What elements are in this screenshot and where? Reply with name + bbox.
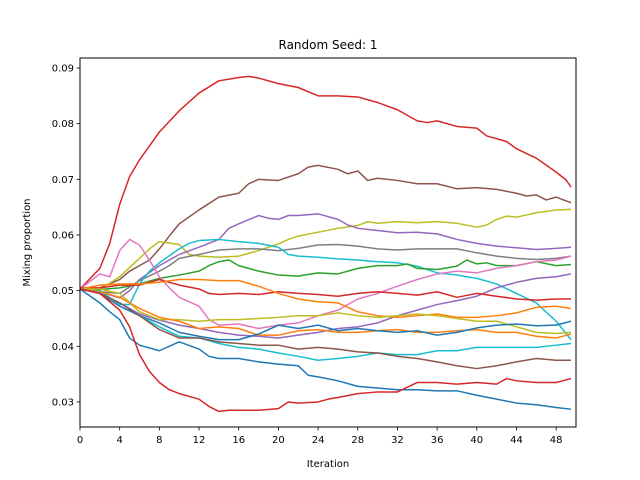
series-line-1 <box>79 75 572 290</box>
y-tick-label: 0.04 <box>52 342 74 353</box>
y-axis-title: Mixing proportion <box>22 198 33 286</box>
series-line-11 <box>79 278 572 319</box>
x-tick-label: 36 <box>431 435 444 446</box>
x-axis-ticks: 0 4 8 12 16 20 24 28 32 36 40 44 48 <box>77 427 563 446</box>
x-tick-label: 12 <box>193 435 206 446</box>
series-line-6 <box>79 238 572 341</box>
series-line-15 <box>79 288 572 361</box>
y-axis-ticks: 0.03 0.04 0.05 0.06 0.07 0.08 0.09 <box>52 64 80 408</box>
series-line-14 <box>79 288 572 341</box>
y-tick-label: 0.06 <box>52 230 74 241</box>
series-line-10 <box>80 278 572 301</box>
series-line-18 <box>79 288 572 413</box>
x-tick-label: 16 <box>232 435 245 446</box>
x-tick-label: 8 <box>156 435 162 446</box>
series-line-4 <box>79 213 572 299</box>
series-line-5 <box>79 243 572 295</box>
x-tick-label: 4 <box>116 435 122 446</box>
y-tick-label: 0.09 <box>52 64 74 75</box>
series-line-2 <box>79 164 572 290</box>
x-tick-label: 20 <box>272 435 285 446</box>
x-tick-label: 28 <box>351 435 364 446</box>
series-lines <box>79 75 572 413</box>
series-line-7 <box>79 259 572 291</box>
x-tick-label: 40 <box>470 435 483 446</box>
x-tick-label: 0 <box>77 435 83 446</box>
x-axis-title: Iteration <box>307 459 349 470</box>
series-line-13 <box>79 288 572 339</box>
y-tick-label: 0.03 <box>52 397 74 408</box>
y-tick-label: 0.08 <box>52 119 74 130</box>
y-tick-label: 0.07 <box>52 175 74 186</box>
series-line-12 <box>80 288 572 335</box>
x-tick-label: 32 <box>391 435 404 446</box>
series-line-3 <box>79 208 572 291</box>
chart-title: Random Seed: 1 <box>279 38 378 52</box>
x-tick-label: 44 <box>510 435 523 446</box>
y-tick-label: 0.05 <box>52 286 74 297</box>
plot-frame <box>79 57 577 428</box>
x-tick-label: 24 <box>312 435 325 446</box>
x-tick-label: 48 <box>550 435 563 446</box>
series-line-17 <box>79 288 572 410</box>
series-line-16 <box>79 288 572 370</box>
